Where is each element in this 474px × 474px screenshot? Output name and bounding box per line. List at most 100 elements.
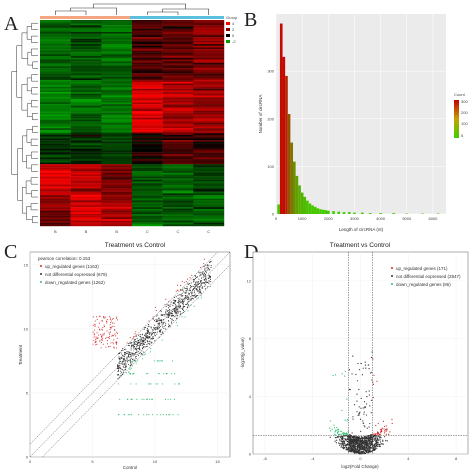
scatter-point <box>178 299 180 301</box>
volcano-x-tick: 0 <box>359 456 362 461</box>
volcano-point <box>354 451 356 453</box>
volcano-point <box>356 437 359 439</box>
heatmap-cell <box>132 35 163 38</box>
heatmap-cell <box>132 88 163 91</box>
heatmap-cell <box>40 62 71 65</box>
heatmap-cell <box>132 172 163 175</box>
heatmap-cell <box>70 92 102 95</box>
volcano-point <box>360 407 362 409</box>
scatter-point <box>179 297 181 299</box>
heatmap-cell <box>162 69 194 72</box>
scatter-point <box>150 333 153 335</box>
scatter-point <box>146 340 148 342</box>
heatmap-cell <box>162 116 194 119</box>
scatter-point <box>104 316 106 318</box>
scatter-point <box>132 358 134 360</box>
heatmap-cell <box>70 222 102 225</box>
scatter-point <box>205 279 207 281</box>
scatter-point <box>173 296 176 299</box>
volcano-point <box>381 427 383 429</box>
scatter-point <box>179 307 181 309</box>
heatmap-cell <box>40 124 71 127</box>
volcano-point <box>352 418 354 420</box>
volcano-point <box>355 449 357 451</box>
volcano-point <box>360 430 362 432</box>
scatter-point <box>175 313 177 315</box>
heatmap-cell <box>101 32 133 34</box>
heatmap-cell <box>193 183 225 185</box>
scatter-point <box>115 347 118 349</box>
volcano-point <box>349 443 351 445</box>
scatter-point <box>147 373 149 375</box>
heatmap-cell <box>70 188 102 191</box>
scatter-point <box>109 317 112 319</box>
volcano-point <box>375 443 377 446</box>
scatter-point <box>118 377 120 379</box>
volcano-point <box>348 446 351 448</box>
heatmap-cell <box>101 179 133 182</box>
scatter-point <box>179 288 182 290</box>
heatmap-cell <box>70 78 102 81</box>
heatmap-cell <box>101 50 133 53</box>
column-dendrogram <box>55 3 209 15</box>
heatmap-cell <box>101 116 133 119</box>
heatmap-cell <box>132 188 163 191</box>
scatter-point <box>136 354 138 356</box>
scatter-point <box>133 342 136 344</box>
volcano-point <box>354 450 356 452</box>
volcano-point <box>375 447 377 449</box>
histogram-x-tick: 2000 <box>324 216 334 221</box>
scatter-point <box>139 342 141 344</box>
heatmap-cell <box>70 104 102 107</box>
heatmap-cell <box>132 102 163 105</box>
scatter-point <box>175 306 177 308</box>
scatter-point <box>156 333 158 335</box>
scatter-point <box>195 281 197 283</box>
heatmap-cell <box>132 174 163 177</box>
heatmap-cell <box>193 124 225 127</box>
scatter-point <box>162 323 164 325</box>
heatmap-cell <box>132 176 163 179</box>
scatter-point <box>181 292 183 294</box>
scatter-point <box>106 320 108 322</box>
heatmap-cell <box>70 90 102 93</box>
scatter-point <box>158 336 160 338</box>
scatter-point <box>191 293 193 295</box>
heatmap-cell <box>162 105 194 108</box>
heatmap-cell <box>101 37 133 40</box>
volcano-point <box>389 431 391 433</box>
heatmap-column-label: B <box>54 229 57 234</box>
scatter-point <box>153 320 155 322</box>
heatmap-cell <box>132 52 163 55</box>
scatter-point <box>142 347 144 349</box>
heatmap-cell <box>162 102 194 105</box>
scatter-point <box>178 306 180 308</box>
volcano-point <box>352 440 354 442</box>
dendrogram-branch <box>32 61 38 69</box>
scatter-point <box>166 373 168 375</box>
scatter-point <box>136 351 138 353</box>
histogram-bar <box>392 213 395 214</box>
heatmap-cell <box>40 45 71 48</box>
heatmap-cell <box>101 135 133 137</box>
scatter-point <box>137 414 139 416</box>
scatter-point <box>155 315 157 317</box>
volcano-point <box>384 429 387 431</box>
heatmap-cell <box>70 196 102 199</box>
heatmap-cell <box>101 98 133 101</box>
volcano-point <box>337 436 340 438</box>
heatmap-cell <box>101 217 133 220</box>
scatter-legend-dot-up <box>40 265 42 267</box>
volcano-point <box>357 440 359 443</box>
scatter-point <box>142 342 144 344</box>
scatter-point <box>138 345 141 347</box>
volcano-point <box>361 447 364 449</box>
scatter-point <box>151 398 153 400</box>
heatmap-cell <box>40 135 71 137</box>
scatter-point <box>182 289 184 291</box>
heatmap-cell <box>132 143 163 146</box>
scatter-point <box>210 275 212 278</box>
scatter-point <box>206 269 208 271</box>
scatter-point <box>159 326 161 328</box>
scatter-x-label: Control <box>123 465 138 470</box>
